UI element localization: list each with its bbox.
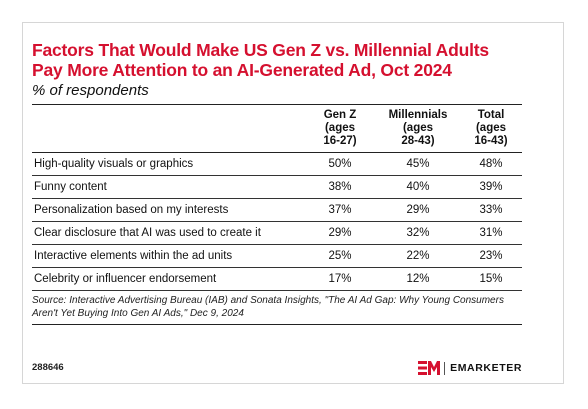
table-row: Interactive elements within the ad units… [32, 244, 522, 268]
cell-gen-z: 50% [304, 152, 376, 176]
cell-millennials: 40% [376, 175, 460, 199]
em-logo-icon [418, 361, 441, 375]
table-row: Clear disclosure that AI was used to cre… [32, 221, 522, 245]
row-label: Interactive elements within the ad units [32, 244, 304, 268]
chart-frame [22, 22, 564, 384]
brand-separator [444, 361, 446, 375]
brand-name: EMARKETER [450, 362, 522, 374]
cell-millennials: 45% [376, 152, 460, 176]
table-header-row: Gen Z (ages 16-27) Millennials (ages 28-43) … [32, 105, 522, 153]
chart-card: Factors That Would Make US Gen Z vs. Mil… [32, 40, 522, 325]
cell-millennials: 32% [376, 221, 460, 245]
source-note: Source: Interactive Advertising Bureau (… [32, 294, 522, 325]
row-label: Funny content [32, 175, 304, 199]
cell-gen-z: 25% [304, 244, 376, 268]
table-row: Celebrity or influencer endorsement 17% 12… [32, 267, 522, 291]
cell-total: 15% [460, 267, 522, 291]
table-body: High-quality visuals or graphics 50% 45% 48… [32, 152, 522, 291]
row-label: Celebrity or influencer endorsement [32, 267, 304, 291]
cell-gen-z: 29% [304, 221, 376, 245]
table-row: High-quality visuals or graphics 50% 45% 48… [32, 152, 522, 176]
column-header-millennials: Millennials (ages 28-43) [376, 105, 460, 153]
cell-total: 23% [460, 244, 522, 268]
footer: 288646 EMARKETER [32, 360, 522, 376]
data-table: Gen Z (ages 16-27) Millennials (ages 28-43) … [32, 105, 522, 291]
cell-total: 48% [460, 152, 522, 176]
row-label: Personalization based on my interests [32, 198, 304, 222]
cell-gen-z: 17% [304, 267, 376, 291]
cell-total: 39% [460, 175, 522, 199]
column-header-label [32, 105, 304, 153]
cell-gen-z: 38% [304, 175, 376, 199]
chart-id: 288646 [32, 362, 64, 373]
cell-gen-z: 37% [304, 198, 376, 222]
cell-millennials: 29% [376, 198, 460, 222]
table-row: Personalization based on my interests 37%… [32, 198, 522, 222]
column-header-gen-z: Gen Z (ages 16-27) [304, 105, 376, 153]
column-header-total: Total (ages 16-43) [460, 105, 522, 153]
cell-total: 31% [460, 221, 522, 245]
row-label: High-quality visuals or graphics [32, 152, 304, 176]
table-row: Funny content 38% 40% 39% [32, 175, 522, 199]
cell-millennials: 22% [376, 244, 460, 268]
chart-title: Factors That Would Make US Gen Z vs. Mil… [32, 40, 489, 80]
chart-subtitle: % of respondents [32, 82, 522, 105]
row-label: Clear disclosure that AI was used to cre… [32, 221, 304, 245]
cell-millennials: 12% [376, 267, 460, 291]
brand: EMARKETER [418, 360, 522, 376]
cell-total: 33% [460, 198, 522, 222]
